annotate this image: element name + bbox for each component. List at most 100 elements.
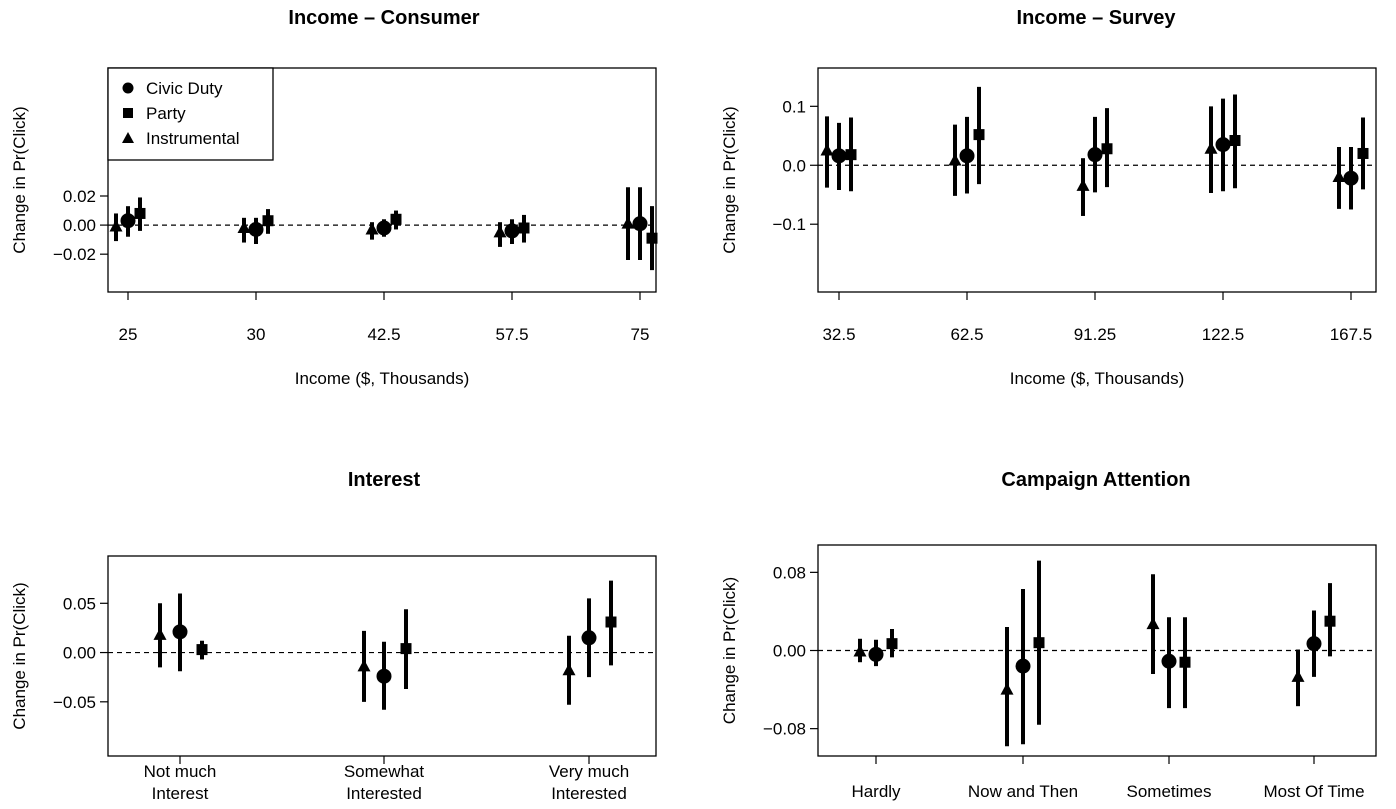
- x-tick-label: 122.5: [1202, 325, 1245, 344]
- plot-frame: [107, 67, 657, 293]
- point-civic-duty: [376, 668, 392, 684]
- legend-label: Civic Duty: [146, 79, 223, 98]
- point-party: [262, 215, 274, 227]
- x-tick-label: 25: [119, 325, 138, 344]
- x-tick-label: 91.25: [1074, 325, 1117, 344]
- x-tick-label: Most Of Time: [1263, 782, 1364, 801]
- point-civic-duty: [831, 148, 847, 164]
- point-civic-duty: [1087, 147, 1103, 163]
- point-instrumental: [357, 659, 371, 672]
- point-instrumental: [1204, 141, 1218, 154]
- point-civic-duty: [632, 216, 648, 232]
- legend-circle-icon: [122, 82, 134, 94]
- plot-frame: [817, 67, 1377, 293]
- point-party: [518, 222, 530, 234]
- point-instrumental: [109, 219, 123, 232]
- y-tick-label: 0.00: [773, 642, 806, 661]
- x-tick-label: Interest: [152, 784, 209, 803]
- panel-3: Interest 0.05 0.00 −0.05 Change in Pr(Click)…: [10, 469, 657, 803]
- x-tick-label: 42.5: [367, 325, 400, 344]
- x-tick-label: 30: [247, 325, 266, 344]
- x-tick-label: Hardly: [851, 782, 901, 801]
- x-tick-label: 32.5: [822, 325, 855, 344]
- point-civic-duty: [1015, 658, 1031, 674]
- point-instrumental: [493, 225, 507, 238]
- point-party: [1033, 637, 1045, 649]
- point-instrumental: [237, 221, 251, 233]
- point-party: [605, 616, 617, 628]
- point-instrumental: [1332, 170, 1346, 183]
- point-civic-duty: [1343, 170, 1359, 186]
- point-civic-duty: [248, 221, 264, 237]
- y-axis-label: Change in Pr(Click): [720, 577, 739, 724]
- point-party: [1101, 143, 1113, 155]
- point-instrumental: [820, 143, 834, 156]
- point-party: [390, 213, 402, 225]
- point-instrumental: [365, 222, 379, 235]
- point-instrumental: [621, 216, 635, 229]
- x-tick-label: 75: [631, 325, 650, 344]
- x-tick-label: Somewhat: [344, 762, 425, 781]
- point-civic-duty: [959, 148, 975, 164]
- x-axis-label: Income ($, Thousands): [1010, 369, 1185, 388]
- point-party: [845, 149, 857, 161]
- y-tick-label: 0.08: [773, 563, 806, 582]
- point-civic-duty: [1161, 653, 1177, 669]
- legend-box: [107, 67, 274, 161]
- x-axis-label: Income ($, Thousands): [295, 369, 470, 388]
- y-tick-label: 0.05: [63, 594, 96, 613]
- point-party: [973, 129, 985, 141]
- x-tick-label: 62.5: [950, 325, 983, 344]
- point-civic-duty: [172, 624, 188, 640]
- point-party: [646, 232, 658, 244]
- point-instrumental: [153, 627, 167, 640]
- point-party: [1324, 615, 1336, 627]
- panel-title: Campaign Attention: [1001, 469, 1190, 491]
- point-party: [1357, 147, 1369, 159]
- y-axis-label: Change in Pr(Click): [720, 106, 739, 253]
- y-axis-label: Change in Pr(Click): [10, 106, 29, 253]
- panel-title: Interest: [348, 469, 421, 491]
- y-tick-label: 0.00: [63, 644, 96, 663]
- legend-triangle-icon: [122, 132, 134, 143]
- point-party: [400, 643, 412, 655]
- point-civic-duty: [504, 223, 520, 239]
- legend-label: Instrumental: [146, 129, 240, 148]
- x-tick-label: Very much: [549, 762, 629, 781]
- panel-title: Income – Consumer: [288, 7, 479, 29]
- point-civic-duty: [868, 646, 884, 662]
- point-instrumental: [1146, 617, 1160, 630]
- x-tick-label: 57.5: [495, 325, 528, 344]
- point-civic-duty: [1215, 137, 1231, 153]
- y-axis-label: Change in Pr(Click): [10, 582, 29, 729]
- y-tick-label: −0.05: [53, 693, 96, 712]
- point-instrumental: [853, 644, 867, 657]
- panel-1: Income – Consumer 0.02 0.00 −0.02 Change in …: [10, 7, 658, 388]
- plot-frame: [107, 555, 657, 757]
- panel-2: Income – Survey 0.1 0.0 −0.1 Change in Pr(Cl…: [720, 7, 1377, 388]
- x-tick-label: Sometimes: [1126, 782, 1211, 801]
- y-tick-label: 0.02: [63, 187, 96, 206]
- y-tick-label: −0.02: [53, 245, 96, 264]
- point-party: [1179, 656, 1191, 668]
- legend-square-icon: [123, 108, 133, 118]
- x-tick-label: Interested: [346, 784, 422, 803]
- x-tick-label: Not much: [144, 762, 217, 781]
- point-party: [134, 207, 146, 219]
- x-tick-label: Interested: [551, 784, 627, 803]
- point-party: [886, 638, 898, 650]
- point-civic-duty: [376, 220, 392, 236]
- x-tick-label: 167.5: [1330, 325, 1373, 344]
- point-party: [1229, 135, 1241, 147]
- y-tick-label: 0.0: [782, 156, 806, 175]
- point-instrumental: [1000, 682, 1014, 695]
- panel-4: Campaign Attention 0.08 0.00 −0.08 Change in…: [720, 469, 1377, 801]
- point-civic-duty: [120, 213, 136, 229]
- y-tick-label: −0.08: [763, 720, 806, 739]
- point-instrumental: [948, 153, 962, 166]
- y-tick-label: −0.1: [772, 215, 806, 234]
- point-instrumental: [562, 663, 576, 676]
- point-civic-duty: [581, 630, 597, 646]
- legend: Civic Duty Party Instrumental: [107, 67, 274, 161]
